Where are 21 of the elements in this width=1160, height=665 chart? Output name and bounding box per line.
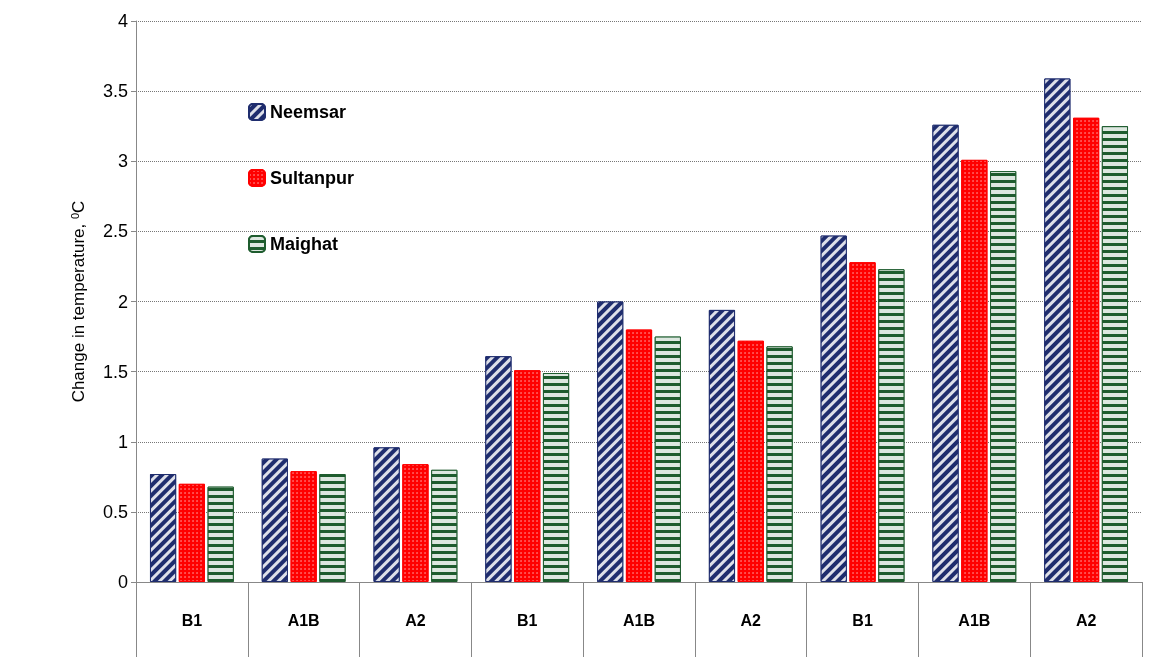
x-tick-label: B1 — [181, 611, 203, 629]
x-tick-label: A1B — [287, 611, 320, 629]
x-tick-label: A2 — [740, 611, 762, 629]
y-tick-label: 2.5 — [102, 221, 128, 242]
y-tick-label: 0 — [117, 572, 128, 592]
x-tick-label: B1 — [852, 611, 873, 629]
y-tick-label: 4 — [117, 11, 128, 31]
y-tick-label: 0.5 — [102, 501, 128, 522]
x-tick-label: A2 — [405, 611, 426, 629]
y-tick-label: 1.5 — [102, 361, 128, 382]
x-tick-label: A1B — [958, 611, 991, 629]
y-tick-label: 3.5 — [102, 81, 128, 102]
y-tick-label: 2 — [117, 291, 128, 312]
legend-label: Neemsar — [270, 102, 347, 122]
x-tick-label: A2 — [1075, 611, 1097, 629]
y-tick-label: 3 — [117, 151, 128, 172]
y-tick-label: 1 — [117, 431, 128, 452]
legend-label: Sultanpur — [270, 168, 354, 188]
legend-label: Maighat — [270, 234, 339, 254]
x-tick-label: A1B — [622, 611, 656, 629]
x-tick-label: B1 — [517, 611, 538, 629]
